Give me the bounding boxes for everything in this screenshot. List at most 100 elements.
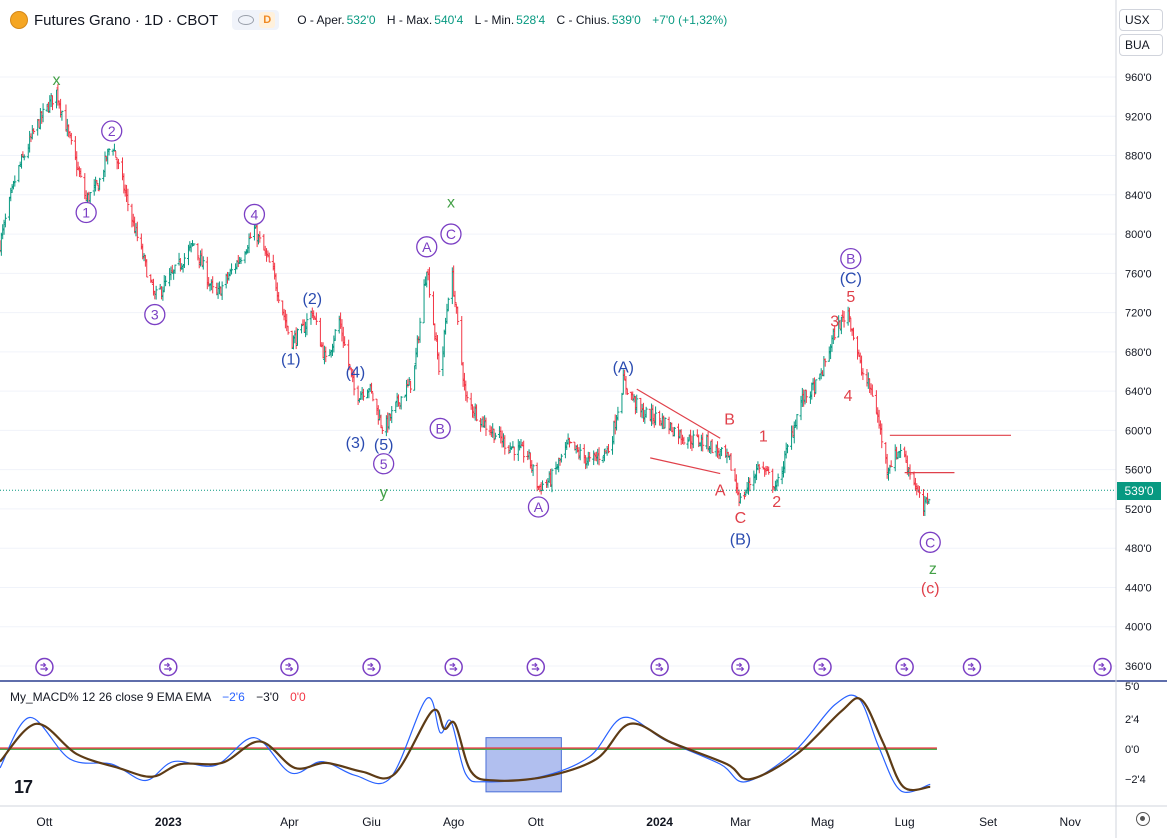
macd-axis: 5'0 2'4 0'0 −2'4: [1125, 681, 1146, 786]
wave-label[interactable]: A: [416, 236, 438, 258]
wave-label-circle: [416, 236, 438, 258]
replay-arrow-icon[interactable]: [731, 657, 750, 677]
wave-label[interactable]: 2: [772, 494, 781, 511]
wave-label[interactable]: B: [429, 417, 451, 440]
price-bar: [17, 164, 21, 183]
replay-arrow-icon[interactable]: [895, 657, 914, 677]
price-bar: [475, 404, 479, 422]
wave-label[interactable]: C: [919, 531, 941, 553]
price-bar: [116, 158, 120, 170]
price-axis: 960'0 920'0 880'0 840'0 800'0 760'0 720'0 680'0…: [1125, 72, 1152, 673]
wave-label[interactable]: x: [53, 72, 61, 89]
price-bar: [578, 443, 582, 461]
wave-label[interactable]: (A): [613, 360, 634, 377]
wave-label[interactable]: (5): [374, 437, 394, 454]
wave-label[interactable]: x: [447, 195, 455, 212]
wave-label-text: 2: [108, 123, 116, 139]
price-bar: [742, 491, 746, 500]
wave-label[interactable]: 4: [243, 203, 266, 226]
price-bar: [296, 328, 300, 346]
wave-label[interactable]: 3: [830, 313, 839, 330]
wave-label[interactable]: C: [440, 223, 462, 245]
wave-label[interactable]: A: [527, 496, 550, 518]
price-bar: [164, 275, 168, 287]
ohlc-low-label: L - Min.: [474, 13, 515, 27]
wave-label[interactable]: y: [380, 484, 388, 501]
price-bar: [370, 382, 374, 394]
ohlc-open-label: O - Aper.: [297, 13, 345, 27]
wave-label-text: B: [724, 412, 735, 429]
wave-label[interactable]: (B): [730, 531, 751, 548]
price-bar: [606, 444, 610, 454]
price-bar: [446, 297, 450, 312]
unit-selector[interactable]: BUA: [1119, 34, 1163, 56]
ohlc-values: O - Aper. 532'0 H - Max. 540'4 L - Min. 528…: [297, 13, 735, 27]
wave-label[interactable]: 5: [373, 453, 395, 475]
replay-arrow-icon[interactable]: [159, 657, 178, 677]
replay-arrow-icon[interactable]: [526, 657, 546, 677]
wave-label[interactable]: A: [715, 482, 726, 499]
wave-label[interactable]: 5: [846, 289, 855, 306]
price-bar: [776, 473, 780, 487]
triangle-trendline[interactable]: [636, 388, 721, 439]
wave-label[interactable]: (2): [303, 291, 323, 308]
price-bar: [691, 430, 695, 449]
wave-label[interactable]: B: [840, 247, 862, 270]
wave-label[interactable]: 1: [759, 428, 768, 445]
time-tick-label: Nov: [1060, 815, 1081, 829]
wave-label[interactable]: B: [724, 412, 735, 429]
macd-value: −2'6: [222, 690, 245, 704]
price-bar: [569, 441, 573, 444]
time-tick-label: Ago: [443, 815, 465, 829]
wave-label[interactable]: 3: [144, 303, 166, 326]
wave-label[interactable]: 2: [101, 120, 123, 142]
replay-arrow-icon[interactable]: [280, 657, 299, 677]
wave-label-text: B: [436, 420, 445, 436]
replay-circle: [526, 657, 546, 677]
wave-label-text: 1: [82, 204, 90, 220]
replay-arrow-icon[interactable]: [650, 657, 669, 677]
highlight-box[interactable]: [485, 737, 562, 793]
price-bar: [324, 346, 328, 363]
symbol-title[interactable]: Futures Grano · 1D · CBOT: [34, 11, 219, 29]
delay-badge: D: [259, 12, 276, 28]
wave-label[interactable]: z: [929, 561, 937, 578]
wave-label[interactable]: C: [735, 510, 747, 527]
wave-label-circle: [429, 417, 451, 440]
wave-label[interactable]: (4): [346, 365, 366, 382]
wave-label[interactable]: 1: [75, 201, 97, 224]
wave-label-text: 5: [380, 456, 388, 472]
visibility-pill[interactable]: D: [232, 10, 280, 30]
wave-label-text: (1): [281, 352, 301, 369]
price-bar: [658, 410, 662, 426]
macd-title[interactable]: My_MACD% 12 26 close 9 EMA EMA: [10, 690, 211, 704]
wave-label[interactable]: (1): [281, 352, 301, 369]
replay-arrow-icon[interactable]: [35, 657, 54, 677]
wave-label[interactable]: (c): [921, 580, 940, 597]
wave-label-text: C: [735, 510, 747, 527]
price-bar: [635, 394, 639, 413]
replay-arrow-icon[interactable]: [813, 657, 832, 677]
replay-circle: [1093, 657, 1112, 677]
gear-icon[interactable]: [1136, 812, 1150, 826]
triangle-trendline[interactable]: [650, 457, 721, 475]
replay-arrows: [164, 662, 173, 672]
replay-arrow-icon[interactable]: [962, 657, 982, 677]
price-bar: [300, 323, 304, 334]
replay-arrow-icon[interactable]: [362, 657, 381, 677]
wave-label-circle: [144, 303, 166, 326]
price-bar: [814, 379, 818, 394]
price-bar: [456, 306, 460, 325]
tradingview-logo[interactable]: 17: [14, 777, 33, 797]
replay-arrow-icon[interactable]: [444, 657, 463, 677]
eye-icon[interactable]: [238, 15, 255, 25]
price-tick-label: 400'0: [1125, 622, 1152, 634]
currency-selector[interactable]: USX: [1119, 9, 1163, 31]
wave-label[interactable]: (3): [346, 435, 366, 452]
wave-label[interactable]: 4: [844, 388, 853, 405]
wave-label[interactable]: (C): [840, 270, 862, 287]
wave-label-text: C: [446, 226, 456, 242]
replay-arrow-icon[interactable]: [1093, 657, 1112, 677]
wave-label-text: (4): [346, 365, 366, 382]
